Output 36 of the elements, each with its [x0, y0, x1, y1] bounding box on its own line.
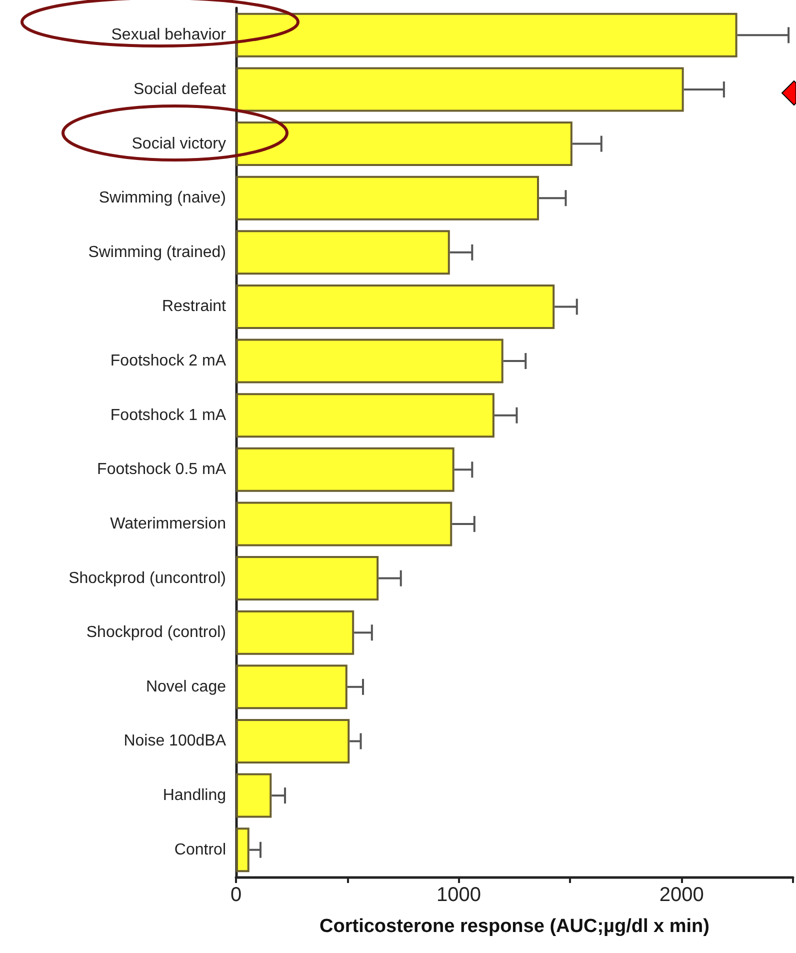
bar [236, 610, 354, 655]
x-tick-label: 0 [230, 884, 242, 906]
y-tick-label: Social victory [132, 135, 226, 152]
y-tick-label: Swimming (trained) [88, 244, 226, 261]
bar [236, 447, 454, 492]
bar [236, 338, 504, 384]
y-tick-label: Footshock 2 mA [110, 352, 226, 370]
bar [236, 122, 572, 166]
y-tick-label: Control [174, 841, 226, 858]
bar [236, 556, 379, 601]
bar [236, 828, 250, 872]
y-tick-label: Restraint [162, 298, 227, 316]
y-tick-label: Social defeat [133, 80, 227, 98]
bar [236, 718, 350, 764]
bar [236, 284, 555, 329]
bar [236, 393, 494, 438]
x-tick-label: 2000 [659, 884, 704, 906]
y-tick-label: Footshock 1 mA [110, 406, 226, 424]
bar [236, 664, 348, 710]
x-tick-label: 1000 [436, 884, 482, 906]
y-tick-label: Swimming (naive) [98, 190, 226, 207]
y-tick-label: Sexual behavior [111, 26, 227, 44]
bar [236, 773, 272, 818]
y-tick-label: Shockprod (uncontrol) [68, 570, 226, 587]
x-axis-title: Corticosterone response (AUC;µg/dl x min) [320, 916, 710, 937]
bar [236, 12, 738, 58]
bar [236, 176, 540, 220]
bar [236, 230, 450, 275]
bar [236, 67, 684, 112]
y-tick-label: Noise 100dBA [124, 732, 226, 750]
y-tick-label: Waterimmersion [110, 515, 226, 532]
bar [236, 502, 452, 546]
y-tick-label: Novel cage [146, 678, 226, 696]
y-tick-label: Handling [162, 787, 226, 804]
y-tick-label: Shockprod (control) [86, 624, 226, 642]
y-tick-label: Footshock 0.5 mA [97, 461, 226, 478]
